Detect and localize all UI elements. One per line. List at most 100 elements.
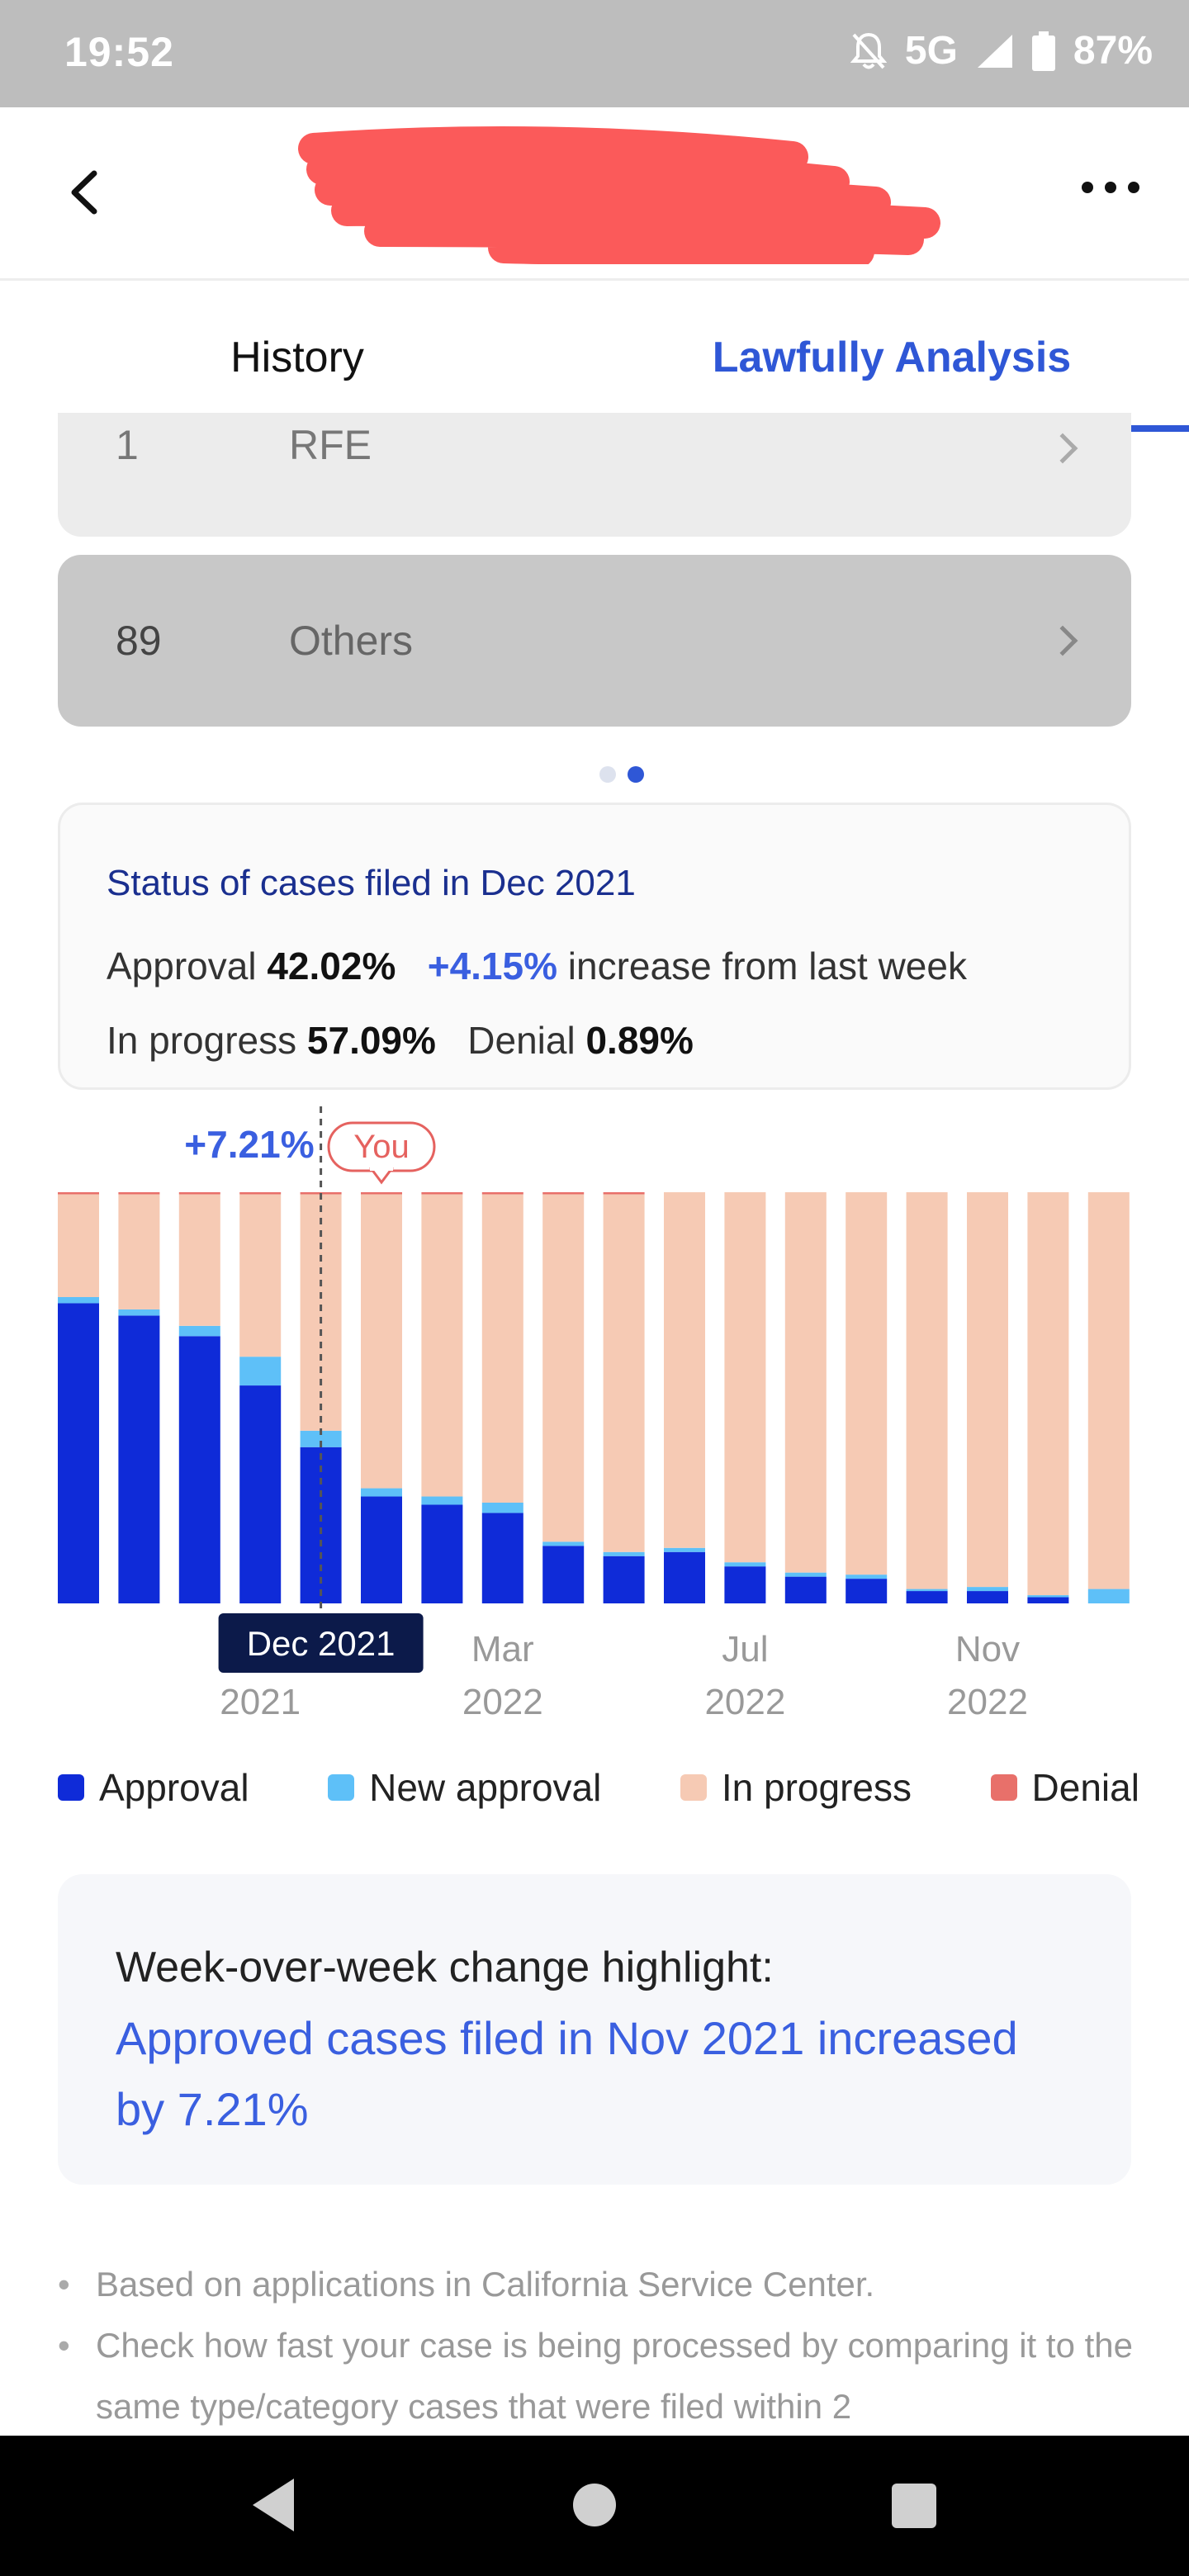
chevron-left-icon	[71, 170, 97, 215]
bar-segment-new-approval	[906, 1589, 948, 1592]
category-row-others[interactable]: 89 Others	[58, 555, 1131, 727]
highlight-title: Week-over-week change highlight:	[116, 1944, 774, 1991]
bar-segment-in-progress	[906, 1192, 948, 1589]
more-options-button[interactable]	[1082, 182, 1139, 193]
you-bubble-mask	[370, 1166, 393, 1171]
bar-segment-approval	[178, 1336, 220, 1603]
bar-segment-in-progress	[1027, 1192, 1069, 1596]
bar-segment-in-progress	[967, 1192, 1008, 1588]
bar-segment-in-progress	[118, 1194, 160, 1309]
x-tick-label: Mar	[471, 1629, 534, 1669]
x-tick-label: 2022	[462, 1682, 543, 1722]
signal-icon	[977, 34, 1012, 68]
bar-segment-new-approval	[967, 1587, 1008, 1592]
system-nav-bar	[0, 2436, 1189, 2576]
bar-segment-approval	[906, 1591, 948, 1603]
bar-segment-in-progress	[724, 1192, 766, 1563]
bar-segment-in-progress	[1087, 1192, 1130, 1589]
footnote: Based on applications in California Serv…	[58, 2254, 1148, 2315]
progress-line: In progress 57.09% Denial 0.89%	[107, 1018, 694, 1063]
denial-label: Denial	[467, 1019, 576, 1062]
nav-recents-icon[interactable]	[892, 2484, 936, 2528]
x-tick-label: 2022	[704, 1682, 785, 1722]
you-bubble-pointer	[369, 1167, 394, 1185]
bar-segment-denial	[542, 1192, 585, 1195]
nav-home-icon[interactable]	[573, 2484, 616, 2526]
bar-segment-new-approval	[603, 1551, 645, 1556]
battery-level: 87%	[1073, 29, 1153, 73]
legend-swatch	[328, 1774, 355, 1801]
page-dot-active[interactable]	[628, 766, 644, 783]
back-button[interactable]	[58, 163, 116, 221]
legend-label: New approval	[369, 1766, 602, 1809]
legend-item-denial: Denial	[990, 1765, 1139, 1810]
bar-segment-denial	[178, 1192, 220, 1195]
you-label: You	[353, 1129, 410, 1165]
bar-segment-denial	[603, 1192, 645, 1195]
x-tick-label: 2022	[947, 1682, 1028, 1722]
bar-segment-new-approval	[846, 1574, 888, 1579]
increase-value: +4.15%	[427, 945, 557, 987]
footnote: Check how fast your case is being proces…	[58, 2315, 1148, 2437]
bar-segment-in-progress	[361, 1194, 402, 1489]
status-bar: 19:52 5G 87%	[0, 0, 1189, 107]
bar-segment-new-approval	[724, 1562, 766, 1567]
bar-segment-in-progress	[542, 1194, 585, 1542]
bar-segment-new-approval	[1087, 1589, 1130, 1603]
bar-segment-approval	[118, 1315, 160, 1603]
bar-segment-new-approval	[178, 1325, 220, 1337]
bar-segment-denial	[118, 1192, 160, 1195]
nav-back-icon[interactable]	[253, 2479, 294, 2531]
legend-item-approval: Approval	[58, 1765, 249, 1810]
approval-value: 42.02%	[267, 945, 396, 987]
in-progress-label: In progress	[107, 1019, 297, 1062]
status-summary-card: Status of cases filed in Dec 2021 Approv…	[58, 803, 1131, 1090]
bar-segment-in-progress	[846, 1192, 888, 1575]
page-dot[interactable]	[599, 766, 616, 783]
bar-segment-denial	[421, 1192, 463, 1195]
denial-value: 0.89%	[585, 1019, 694, 1062]
bar-segment-new-approval	[361, 1488, 402, 1497]
bar-segment-new-approval	[481, 1502, 523, 1513]
legend-swatch	[990, 1774, 1017, 1801]
bar-segment-in-progress	[58, 1194, 99, 1297]
bar-segment-new-approval	[542, 1541, 585, 1546]
category-count: 89	[116, 618, 162, 664]
tab-lawfully-analysis[interactable]: Lawfully Analysis	[594, 283, 1189, 432]
increase-text: increase from last week	[567, 945, 967, 987]
tab-bar: History Lawfully Analysis	[0, 283, 1189, 432]
bar-segment-in-progress	[784, 1192, 827, 1573]
footnotes: Based on applications in California Serv…	[58, 2254, 1148, 2437]
bar-segment-approval	[967, 1591, 1008, 1603]
bar-segment-in-progress	[421, 1194, 463, 1497]
legend-swatch	[58, 1774, 84, 1801]
x-tick-label: 2021	[220, 1682, 301, 1722]
legend-swatch	[680, 1774, 707, 1801]
bar-segment-approval	[1027, 1597, 1069, 1603]
bar-segment-new-approval	[58, 1296, 99, 1304]
bar-segment-approval	[724, 1566, 766, 1603]
change-callout: +7.21%	[184, 1123, 314, 1166]
bar-segment-in-progress	[664, 1192, 705, 1548]
category-label: Others	[289, 618, 414, 664]
bell-off-icon	[850, 32, 887, 69]
category-row-rfe[interactable]: 1 RFE	[58, 413, 1131, 537]
bar-segment-new-approval	[118, 1309, 160, 1316]
highlight-month-tag	[218, 1613, 424, 1673]
in-progress-value: 57.09%	[306, 1019, 436, 1062]
bar-segment-new-approval	[1027, 1595, 1069, 1598]
redacted-title-scribble	[298, 126, 940, 264]
week-over-week-highlight-card: Week-over-week change highlight: Approve…	[58, 1874, 1131, 2185]
highlight-month-label: Dec 2021	[247, 1624, 396, 1663]
legend-label: Approval	[99, 1766, 249, 1809]
bar-segment-in-progress	[481, 1194, 523, 1503]
category-label: RFE	[289, 422, 372, 468]
more-horizontal-icon	[1082, 182, 1093, 193]
legend-item-in-progress: In progress	[680, 1765, 912, 1810]
app-header	[0, 107, 1189, 281]
bar-segment-denial	[481, 1192, 523, 1195]
approval-label: Approval	[107, 945, 257, 987]
x-tick-label: Nov	[955, 1629, 1020, 1669]
chart-svg: +7.21% You Dec 2021 2021 Mar 2022 Jul 2022 Nov 20…	[58, 1106, 1130, 1722]
tab-history[interactable]: History	[230, 334, 364, 381]
